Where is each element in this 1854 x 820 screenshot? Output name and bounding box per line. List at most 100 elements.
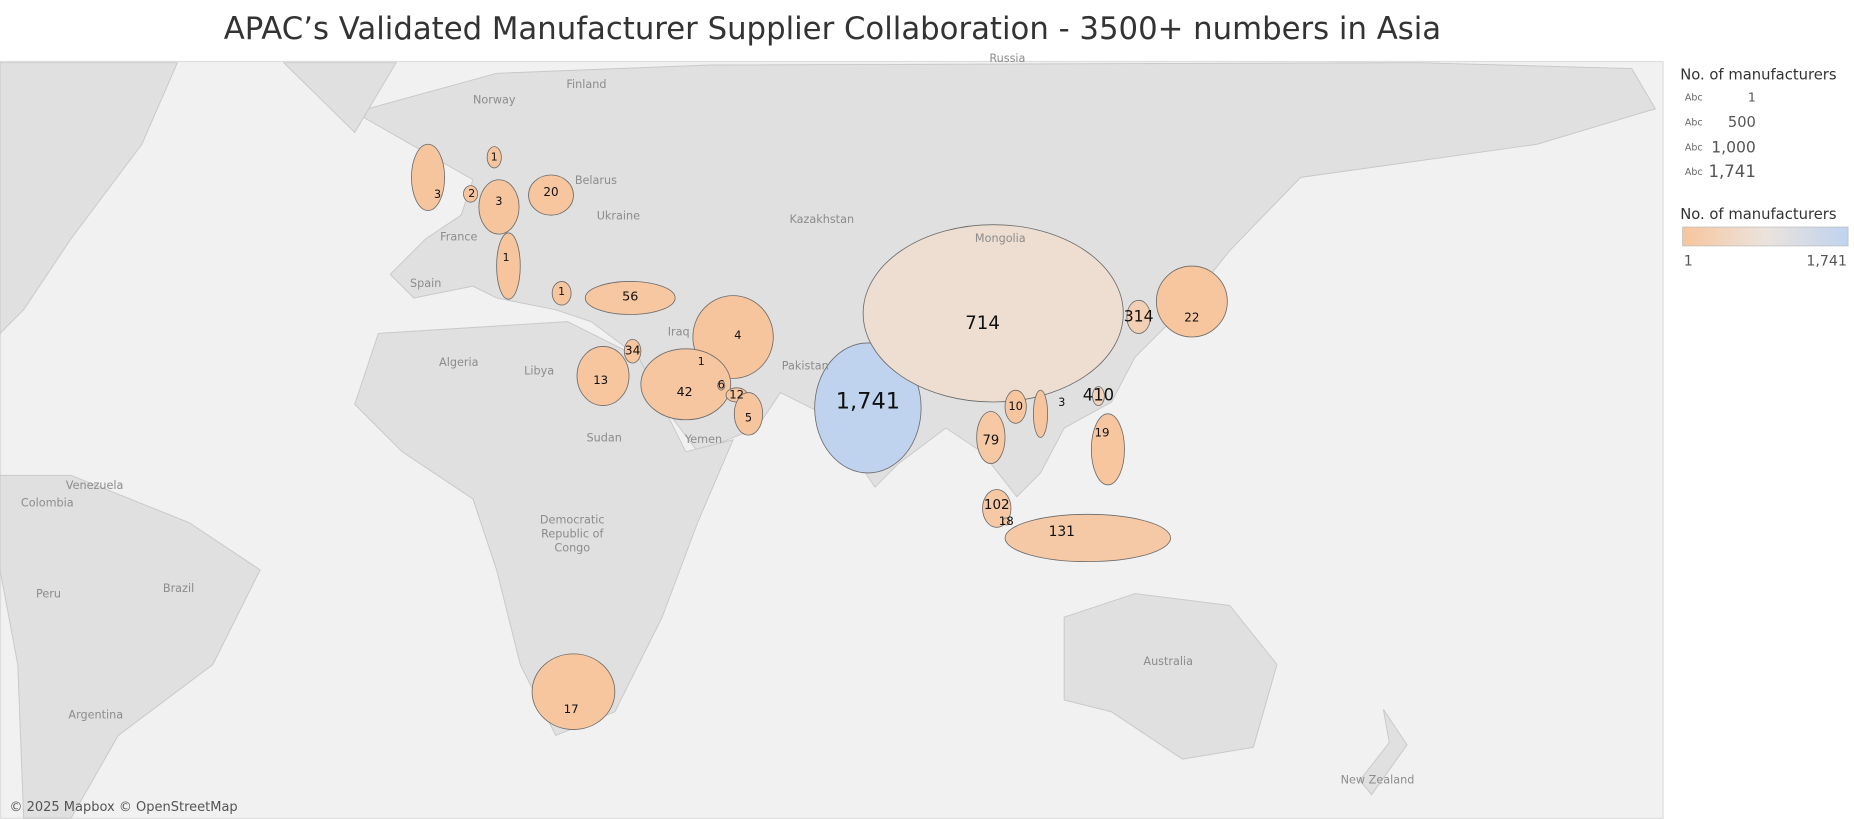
basemap-label: Russia xyxy=(989,52,1025,65)
region xyxy=(576,346,630,406)
region xyxy=(478,179,520,235)
region xyxy=(1004,513,1171,563)
region xyxy=(1090,413,1125,486)
region xyxy=(551,281,572,306)
color-legend-title: No. of manufacturers xyxy=(1680,206,1836,223)
region-label: 1 xyxy=(558,285,565,298)
region-label: 102 xyxy=(984,497,1010,513)
basemap-label: Finland xyxy=(566,78,606,91)
region-label: 42 xyxy=(677,384,693,399)
land-australia xyxy=(1063,593,1278,760)
basemap-label: Spain xyxy=(410,277,441,290)
basemap-label: New Zealand xyxy=(1341,773,1415,786)
size-legend-sample: Abc xyxy=(1685,167,1703,178)
basemap-label: Brazil xyxy=(163,582,194,595)
basemap-label: Colombia xyxy=(21,497,74,510)
basemap-label: Belarus xyxy=(575,174,617,187)
region xyxy=(1033,389,1049,438)
size-legend-sample: Abc xyxy=(1685,142,1703,153)
region-label: 18 xyxy=(999,514,1014,528)
region-label: 2 xyxy=(468,187,475,200)
basemap-label: Norway xyxy=(473,94,516,107)
region-label: 22 xyxy=(1184,311,1199,325)
region xyxy=(1002,517,1011,526)
region-label: 3 xyxy=(495,195,502,208)
region xyxy=(1155,265,1228,338)
region xyxy=(717,380,726,391)
region-label: 56 xyxy=(622,289,638,304)
region-label: 714 xyxy=(965,313,1000,334)
size-legend-label: 1,000 xyxy=(1711,138,1756,156)
region xyxy=(1004,389,1027,424)
region-label: 1 xyxy=(698,355,705,368)
region xyxy=(463,185,479,203)
region-label: 131 xyxy=(1049,524,1075,540)
basemap-label: Democratic Republic of Congo xyxy=(540,513,605,554)
size-legend-sample: Abc xyxy=(1685,93,1703,104)
region-label: 34 xyxy=(625,344,641,358)
region-label: 1 xyxy=(491,150,498,163)
land-new-zealand xyxy=(1359,709,1408,796)
size-legend-label: 500 xyxy=(1728,114,1756,131)
region xyxy=(1092,386,1105,406)
region-label: 410 xyxy=(1083,386,1114,405)
region xyxy=(1126,299,1151,334)
basemap-label: Pakistan xyxy=(782,360,829,373)
region-label: 12 xyxy=(729,387,744,401)
region xyxy=(976,411,1006,464)
attribution: © 2025 Mapbox © OpenStreetMap xyxy=(9,800,237,815)
size-legend-sample: Abc xyxy=(1685,117,1703,128)
region-label: 17 xyxy=(564,702,579,716)
title: APAC’s Validated Manufacturer Supplier C… xyxy=(224,11,1441,47)
region-label: 5 xyxy=(745,412,752,425)
basemap-label: Sudan xyxy=(587,432,622,445)
size-legend-title: No. of manufacturers xyxy=(1680,67,1836,84)
region xyxy=(982,489,1012,528)
region xyxy=(496,232,521,300)
basemap-label: Libya xyxy=(524,364,554,377)
region xyxy=(584,281,676,315)
region xyxy=(486,146,502,169)
region-label: 20 xyxy=(543,185,558,199)
region-label: 1,741 xyxy=(836,389,900,415)
basemap-label: Argentina xyxy=(68,708,123,721)
basemap-label: Iraq xyxy=(668,325,690,338)
region-label: 1 xyxy=(503,251,510,264)
region-label: 6 xyxy=(718,377,725,391)
size-legend-label: 1 xyxy=(1748,90,1756,105)
region-label: 13 xyxy=(593,373,608,387)
regions xyxy=(411,143,1228,730)
region-label: 3 xyxy=(1058,396,1065,409)
region xyxy=(411,143,445,211)
basemap-label: Peru xyxy=(36,588,61,601)
land-south-america xyxy=(0,474,261,819)
region-label: 10 xyxy=(1008,399,1023,413)
basemap-label: Australia xyxy=(1143,655,1193,668)
legend: No. of manufacturers No. of manufacturer… xyxy=(1680,67,1849,269)
region-label: 79 xyxy=(983,434,1000,449)
region xyxy=(814,342,922,474)
basemap-label: France xyxy=(440,231,477,244)
region xyxy=(862,224,1124,403)
region xyxy=(528,174,574,216)
region-label: 19 xyxy=(1094,425,1109,439)
region xyxy=(531,653,616,730)
region xyxy=(623,338,642,364)
basemap-label: Ukraine xyxy=(597,209,640,222)
basemap-label: Venezuela xyxy=(66,479,124,492)
region-label: 4 xyxy=(734,329,741,342)
region xyxy=(640,348,732,421)
region-label: 3 xyxy=(434,188,441,201)
color-ramp xyxy=(1682,226,1849,247)
basemap-label: Kazakhstan xyxy=(789,213,854,226)
color-legend-min: 1 xyxy=(1684,253,1693,269)
region xyxy=(733,392,764,436)
size-legend-label: 1,741 xyxy=(1708,162,1755,181)
basemap-label: Algeria xyxy=(439,356,478,369)
basemap-label: Yemen xyxy=(684,433,722,446)
land-north-america xyxy=(0,62,179,335)
